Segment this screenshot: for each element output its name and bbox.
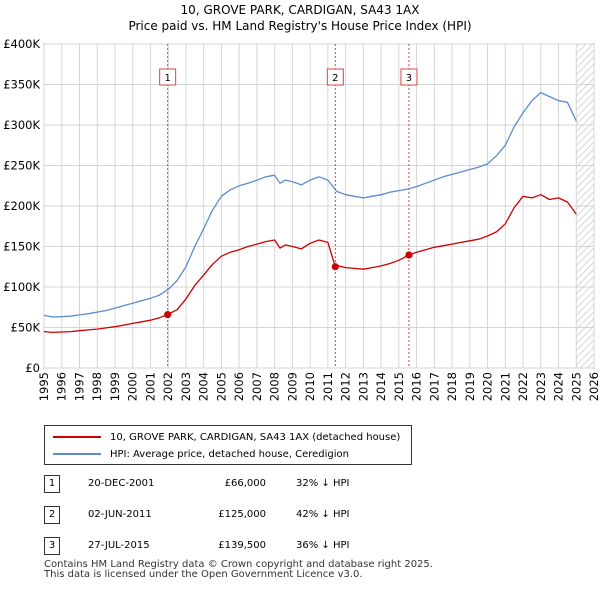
legend-item-property: 10, GROVE PARK, CARDIGAN, SA43 1AX (deta…: [53, 429, 400, 445]
x-tick-label: 2022: [516, 372, 530, 401]
transaction-number: 3: [44, 537, 60, 555]
x-tick-label: 2018: [445, 372, 459, 401]
table-row: 1 20-DEC-2001 £66,000 32% ↓ HPI: [0, 474, 600, 494]
grid: [43, 43, 595, 369]
transaction-number: 1: [44, 475, 60, 493]
x-tick-label: 2014: [374, 372, 388, 401]
table-row: 2 02-JUN-2011 £125,000 42% ↓ HPI: [0, 505, 600, 525]
x-tick-label: 2004: [197, 372, 211, 401]
transaction-number: 2: [44, 506, 60, 524]
sale-point: [405, 251, 413, 259]
transaction-price: £66,000: [224, 478, 266, 489]
legend: 10, GROVE PARK, CARDIGAN, SA43 1AX (deta…: [44, 425, 412, 465]
transaction-hpi: 32% ↓ HPI: [296, 478, 350, 489]
legend-swatch-hpi: [53, 453, 101, 455]
x-tick-label: 2005: [214, 372, 228, 401]
legend-item-hpi: HPI: Average price, detached house, Cere…: [53, 446, 349, 462]
x-tick-label: 2023: [534, 372, 548, 401]
x-tick-label: 2025: [569, 372, 583, 401]
x-tick-label: 2011: [321, 372, 335, 401]
y-tick-label: £150K: [3, 240, 40, 254]
x-tick-label: 2010: [303, 372, 317, 401]
x-tick-label: 1997: [72, 372, 86, 401]
x-tick-label: 2003: [179, 372, 193, 401]
sale-point: [331, 263, 339, 271]
series-lines: [43, 91, 577, 334]
transaction-hpi: 36% ↓ HPI: [296, 540, 350, 551]
transaction-price: £125,000: [218, 509, 266, 520]
x-tick-label: 1998: [90, 372, 104, 401]
x-tick-label: 2000: [126, 372, 140, 401]
legend-label-hpi: HPI: Average price, detached house, Cere…: [110, 448, 349, 460]
x-tick-label: 2019: [463, 372, 477, 401]
x-tick-label: 2008: [268, 372, 282, 401]
x-tick-label: 1996: [55, 372, 69, 401]
sale-label-box: [326, 68, 344, 86]
sale-markers: 1 2 3: [159, 68, 418, 319]
sale-label: 3: [406, 73, 412, 84]
transaction-price: £139,500: [218, 540, 266, 551]
x-tick-label: 2021: [498, 372, 512, 401]
x-tick-label: 1995: [37, 372, 51, 401]
footer-line-1: Contains HM Land Registry data © Crown c…: [44, 559, 433, 570]
x-tick-label: 2024: [552, 372, 566, 401]
y-tick-label: £200K: [3, 199, 40, 213]
x-tick-label: 2026: [587, 372, 600, 401]
transaction-hpi: 42% ↓ HPI: [296, 509, 350, 520]
x-tick-label: 2016: [410, 372, 424, 401]
y-tick-label: £100K: [3, 280, 40, 294]
series-line: [43, 91, 577, 318]
x-tick-label: 2006: [232, 372, 246, 401]
x-tick-label: 1999: [108, 372, 122, 401]
x-tick-label: 2015: [392, 372, 406, 401]
chart-title-line1: 10, GROVE PARK, CARDIGAN, SA43 1AX: [181, 3, 420, 17]
x-tick-label: 2002: [161, 372, 175, 401]
x-tick-label: 2013: [356, 372, 370, 401]
footer-line-2: This data is licensed under the Open Gov…: [44, 569, 363, 580]
legend-swatch-property: [53, 436, 101, 438]
sale-label-box: [400, 68, 418, 86]
y-tick-label: £400K: [3, 37, 40, 51]
y-tick-label: £350K: [3, 78, 40, 92]
x-tick-label: 2009: [285, 372, 299, 401]
x-tick-label: 2012: [339, 372, 353, 401]
legend-label-property: 10, GROVE PARK, CARDIGAN, SA43 1AX (deta…: [110, 431, 401, 443]
x-tick-label: 2007: [250, 372, 264, 401]
y-tick-label: £250K: [3, 159, 40, 173]
sale-point: [164, 310, 172, 319]
transaction-date: 20-DEC-2001: [88, 478, 155, 489]
y-tick-label: £50K: [11, 321, 41, 335]
sale-label: 1: [164, 73, 170, 84]
axis-ticks: £0 £50K £100K £150K £200K £250K £300K £350K £400…: [3, 37, 600, 401]
x-tick-label: 2020: [481, 372, 495, 401]
sale-label-box: [159, 68, 177, 86]
y-tick-label: £0: [25, 361, 40, 375]
x-tick-label: 2001: [143, 372, 157, 401]
footer-attribution: Contains HM Land Registry data © Crown c…: [44, 560, 433, 580]
transaction-date: 02-JUN-2011: [88, 509, 152, 520]
y-tick-label: £300K: [3, 118, 40, 132]
transaction-date: 27-JUL-2015: [88, 540, 150, 551]
sale-label: 2: [332, 73, 338, 84]
price-chart: 10, GROVE PARK, CARDIGAN, SA43 1AX Price…: [3, 3, 600, 401]
chart-title-line2: Price paid vs. HM Land Registry's House …: [128, 19, 471, 33]
forecast-hatch-area: [576, 44, 594, 368]
table-row: 3 27-JUL-2015 £139,500 36% ↓ HPI: [0, 536, 600, 556]
series-line: [43, 194, 577, 334]
x-tick-label: 2017: [427, 372, 441, 401]
